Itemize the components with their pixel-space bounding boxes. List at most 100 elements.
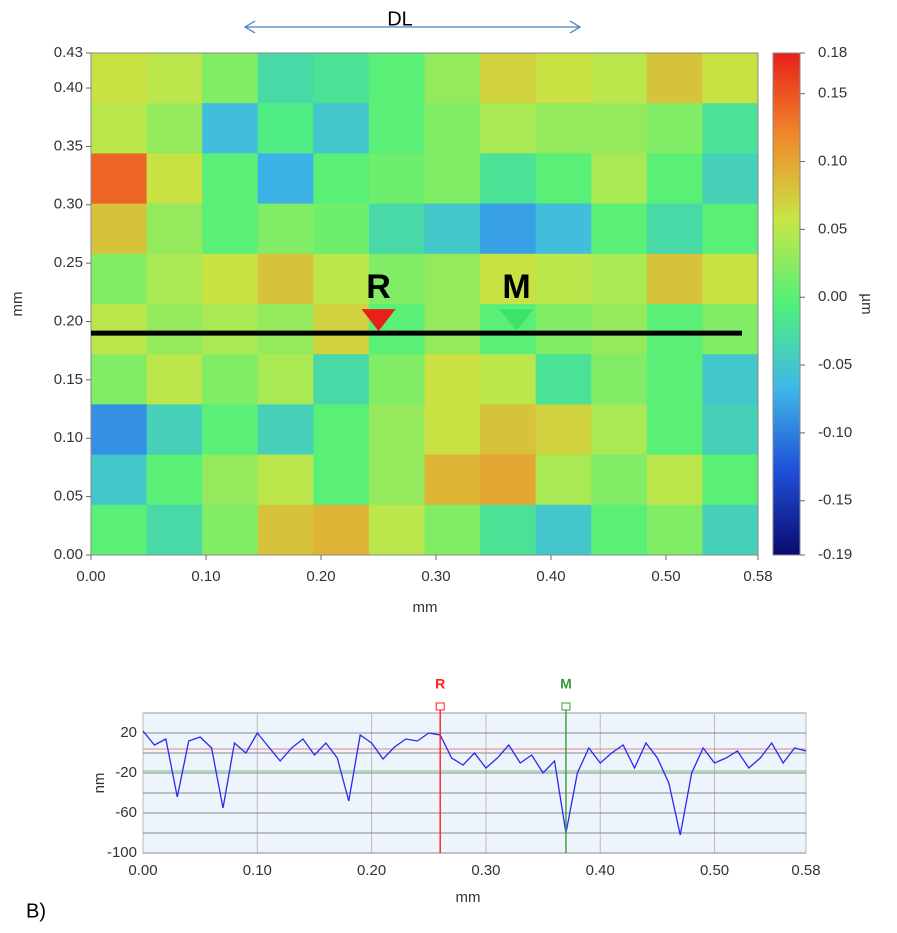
heatmap-cell (535, 404, 592, 456)
heatmap-cell (202, 53, 259, 104)
heatmap-cell (146, 354, 203, 405)
marker-label: R (366, 268, 391, 306)
heatmap-cell (146, 504, 203, 556)
heatmap-cell (591, 153, 648, 205)
heatmap-cell (702, 454, 759, 506)
heatmap-cell (535, 253, 592, 305)
heatmap-cell (646, 354, 703, 405)
heatmap-cell (91, 203, 148, 255)
heatmap-cell (480, 53, 537, 104)
heatmap-cell (313, 354, 370, 405)
heatmap-cell (257, 103, 314, 154)
y-tick-label: -60 (115, 804, 137, 821)
heatmap-cell (480, 153, 537, 205)
heatmap-cell (702, 253, 759, 305)
heatmap-cell (480, 454, 537, 506)
heatmap-cell (535, 103, 592, 154)
y-tick-label: -20 (115, 764, 137, 781)
heatmap-cell (313, 304, 370, 355)
heatmap-cell (535, 354, 592, 405)
heatmap-cell (646, 454, 703, 506)
heatmap-cell (202, 454, 259, 506)
heatmap-cell (313, 153, 370, 205)
heatmap-cell (91, 354, 148, 405)
x-tick-label: 0.50 (651, 568, 680, 585)
marker-label: M (502, 268, 530, 306)
heatmap-cell (91, 454, 148, 506)
y-tick-label: 0.43 (54, 44, 83, 61)
y-tick-label: 0.30 (54, 196, 83, 213)
heatmap-cell (591, 203, 648, 255)
heatmap-cell (368, 354, 425, 405)
colorbar-tick-label: -0.10 (818, 424, 852, 441)
y-tick-label: 0.10 (54, 429, 83, 446)
heatmap-cell (146, 53, 203, 104)
heatmap-cell (591, 304, 648, 355)
x-tick-label: 0.20 (306, 568, 335, 585)
heatmap-cell (480, 103, 537, 154)
heatmap-cell (646, 153, 703, 205)
heatmap-cell (591, 404, 648, 456)
heatmap-cell (424, 153, 481, 205)
colorbar-tick-label: 0.18 (818, 44, 847, 61)
x-axis-label: mm (413, 599, 438, 616)
heatmap-cell (368, 504, 425, 556)
heatmap-cell (368, 454, 425, 506)
colorbar-tick-label: 0.15 (818, 85, 847, 102)
y-tick-label: 0.00 (54, 546, 83, 563)
heatmap-cell (202, 203, 259, 255)
heatmap-cell (368, 253, 425, 305)
cursor-handle (435, 702, 445, 711)
cursor-handle (561, 702, 571, 711)
colorbar-label: µm (858, 293, 875, 314)
heatmap-cell (480, 203, 537, 255)
heatmap-cell (313, 103, 370, 154)
heatmap-cell (146, 304, 203, 355)
y-tick-label: -100 (107, 844, 137, 861)
y-tick-label: 0.35 (54, 137, 83, 154)
heatmap-cell (591, 454, 648, 506)
heatmap-cell (702, 203, 759, 255)
cursor-label: R (435, 676, 445, 692)
heatmap-cell (313, 53, 370, 104)
x-tick-label: 0.10 (243, 862, 272, 879)
heatmap-cell (313, 253, 370, 305)
x-tick-label: 0.10 (191, 568, 220, 585)
heatmap-cell (368, 203, 425, 255)
dl-arrow-heads (243, 20, 582, 34)
heatmap-cell (424, 504, 481, 556)
heatmap-cell (368, 404, 425, 456)
x-tick-label: 0.58 (743, 568, 772, 585)
heatmap-cell (257, 153, 314, 205)
heatmap-cell (368, 153, 425, 205)
heatmap-cell (257, 454, 314, 506)
heatmap-cell (91, 53, 148, 104)
heatmap-cell (202, 354, 259, 405)
heatmap-cell (313, 504, 370, 556)
heatmap-cell (257, 504, 314, 556)
heatmap-cell (535, 203, 592, 255)
heatmap-cell (646, 53, 703, 104)
y-tick-label: 0.15 (54, 371, 83, 388)
colorbar-tick-label: -0.05 (818, 356, 852, 373)
heatmap-cell (702, 53, 759, 104)
heatmap-cell (646, 253, 703, 305)
heatmap-cell (424, 253, 481, 305)
heatmap-cell (535, 53, 592, 104)
heatmap-cell (313, 404, 370, 456)
x-tick-label: 0.20 (357, 862, 386, 879)
heatmap-cell (646, 404, 703, 456)
heatmap-cell (313, 454, 370, 506)
heatmap-cell (257, 253, 314, 305)
colorbar-tick-label: 0.10 (818, 153, 847, 170)
heatmap-cell (424, 354, 481, 405)
heatmap-cell (591, 103, 648, 154)
x-tick-label: 0.40 (586, 862, 615, 879)
heatmap-cell (702, 504, 759, 556)
x-tick-label: 0.50 (700, 862, 729, 879)
heatmap-cell (146, 153, 203, 205)
y-axis-label: nm (91, 773, 108, 794)
heatmap-cell (480, 504, 537, 556)
y-axis-label: mm (9, 292, 26, 317)
heatmap-cell (91, 153, 148, 205)
